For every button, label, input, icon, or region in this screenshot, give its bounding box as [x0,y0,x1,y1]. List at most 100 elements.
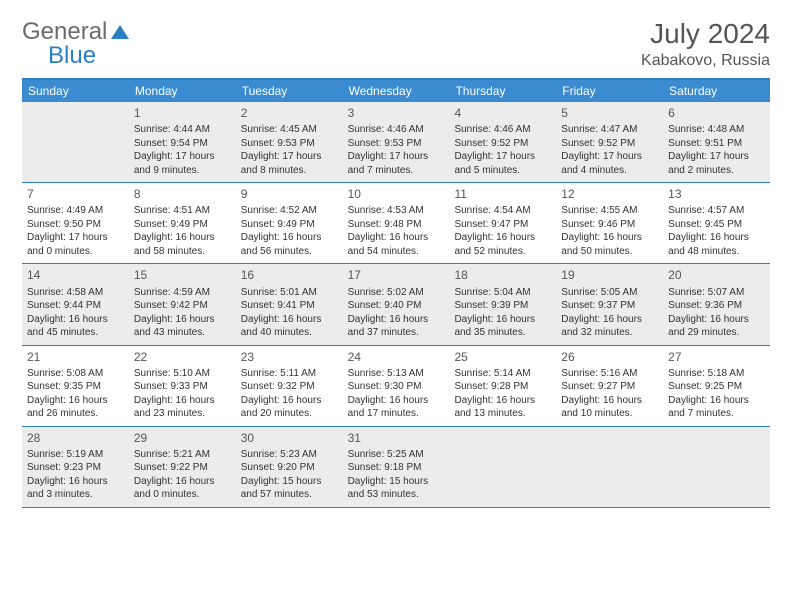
day-info-line: and 10 minutes. [561,407,658,421]
day-number: 10 [348,186,445,202]
day-info-line: Sunset: 9:18 PM [348,461,445,475]
day-info-line: Sunrise: 5:07 AM [668,286,765,300]
day-info-line: Sunset: 9:47 PM [454,218,551,232]
day-number: 27 [668,349,765,365]
day-info-line: Sunrise: 5:18 AM [668,367,765,381]
day-cell: 10Sunrise: 4:53 AMSunset: 9:48 PMDayligh… [343,183,450,263]
day-info-line: and 7 minutes. [668,407,765,421]
day-info-line: Daylight: 16 hours [348,313,445,327]
day-info-line: Sunrise: 5:16 AM [561,367,658,381]
day-info-line: Sunset: 9:48 PM [348,218,445,232]
day-info-line: Sunset: 9:40 PM [348,299,445,313]
day-info-line: Sunset: 9:49 PM [134,218,231,232]
day-info-line: Sunset: 9:49 PM [241,218,338,232]
day-number: 30 [241,430,338,446]
weekday-header-row: SundayMondayTuesdayWednesdayThursdayFrid… [22,80,770,102]
logo-text-blue: Blue [48,42,96,70]
day-info-line: and 40 minutes. [241,326,338,340]
day-info-line: Sunrise: 5:25 AM [348,448,445,462]
day-cell: 30Sunrise: 5:23 AMSunset: 9:20 PMDayligh… [236,427,343,507]
day-info-line: and 20 minutes. [241,407,338,421]
weekday-header: Wednesday [343,80,450,102]
day-cell: 21Sunrise: 5:08 AMSunset: 9:35 PMDayligh… [22,346,129,426]
day-info-line: Daylight: 17 hours [561,150,658,164]
day-info-line: Sunset: 9:42 PM [134,299,231,313]
day-number: 25 [454,349,551,365]
day-cell: 31Sunrise: 5:25 AMSunset: 9:18 PMDayligh… [343,427,450,507]
day-info-line: Sunrise: 4:46 AM [454,123,551,137]
day-info-line: Sunrise: 4:46 AM [348,123,445,137]
day-info-line: Sunset: 9:53 PM [348,137,445,151]
weekday-header: Friday [556,80,663,102]
day-info-line: Daylight: 16 hours [348,394,445,408]
day-info-line: Sunset: 9:53 PM [241,137,338,151]
day-number: 7 [27,186,124,202]
day-cell [663,427,770,507]
day-info-line: Daylight: 16 hours [27,475,124,489]
day-info-line: and 35 minutes. [454,326,551,340]
day-info-line: Sunset: 9:20 PM [241,461,338,475]
day-info-line: Sunrise: 5:21 AM [134,448,231,462]
day-info-line: Sunset: 9:52 PM [561,137,658,151]
day-cell: 5Sunrise: 4:47 AMSunset: 9:52 PMDaylight… [556,102,663,182]
day-number: 20 [668,267,765,283]
day-cell [449,427,556,507]
day-info-line: and 7 minutes. [348,164,445,178]
day-number: 4 [454,105,551,121]
day-info-line: Sunrise: 5:11 AM [241,367,338,381]
day-info-line: Sunrise: 4:49 AM [27,204,124,218]
day-info-line: Sunset: 9:54 PM [134,137,231,151]
day-number: 28 [27,430,124,446]
weeks-container: 1Sunrise: 4:44 AMSunset: 9:54 PMDaylight… [22,102,770,508]
day-info-line: and 17 minutes. [348,407,445,421]
day-info-line: Sunrise: 5:23 AM [241,448,338,462]
day-info-line: Sunrise: 5:01 AM [241,286,338,300]
day-info-line: Sunrise: 4:55 AM [561,204,658,218]
day-cell: 11Sunrise: 4:54 AMSunset: 9:47 PMDayligh… [449,183,556,263]
day-info-line: Daylight: 17 hours [668,150,765,164]
day-number: 2 [241,105,338,121]
day-info-line: Sunrise: 5:10 AM [134,367,231,381]
day-info-line: and 9 minutes. [134,164,231,178]
day-cell [22,102,129,182]
day-info-line: Daylight: 15 hours [348,475,445,489]
day-info-line: Sunset: 9:30 PM [348,380,445,394]
day-number: 17 [348,267,445,283]
day-info-line: and 48 minutes. [668,245,765,259]
day-info-line: Sunset: 9:45 PM [668,218,765,232]
day-info-line: Daylight: 16 hours [561,313,658,327]
weekday-header: Tuesday [236,80,343,102]
day-info-line: Sunrise: 5:04 AM [454,286,551,300]
day-cell: 8Sunrise: 4:51 AMSunset: 9:49 PMDaylight… [129,183,236,263]
day-cell: 25Sunrise: 5:14 AMSunset: 9:28 PMDayligh… [449,346,556,426]
day-info-line: Sunrise: 4:57 AM [668,204,765,218]
week-row: 21Sunrise: 5:08 AMSunset: 9:35 PMDayligh… [22,346,770,427]
day-info-line: Sunrise: 4:51 AM [134,204,231,218]
day-info-line: Daylight: 16 hours [454,394,551,408]
day-number: 13 [668,186,765,202]
day-info-line: and 32 minutes. [561,326,658,340]
day-info-line: Daylight: 16 hours [241,313,338,327]
location: Kabakovo, Russia [641,52,770,70]
day-cell: 26Sunrise: 5:16 AMSunset: 9:27 PMDayligh… [556,346,663,426]
day-info-line: and 5 minutes. [454,164,551,178]
day-number: 14 [27,267,124,283]
day-number: 11 [454,186,551,202]
day-number: 15 [134,267,231,283]
day-info-line: Daylight: 17 hours [27,231,124,245]
week-row: 14Sunrise: 4:58 AMSunset: 9:44 PMDayligh… [22,264,770,345]
day-info-line: and 4 minutes. [561,164,658,178]
day-info-line: Daylight: 16 hours [561,394,658,408]
day-info-line: Sunset: 9:28 PM [454,380,551,394]
day-number: 29 [134,430,231,446]
day-cell: 18Sunrise: 5:04 AMSunset: 9:39 PMDayligh… [449,264,556,344]
day-info-line: Sunrise: 4:45 AM [241,123,338,137]
day-info-line: Sunrise: 5:08 AM [27,367,124,381]
logo-triangle-icon [109,23,131,41]
day-cell: 23Sunrise: 5:11 AMSunset: 9:32 PMDayligh… [236,346,343,426]
day-info-line: Daylight: 17 hours [454,150,551,164]
day-info-line: Sunrise: 5:05 AM [561,286,658,300]
day-number: 5 [561,105,658,121]
day-number: 16 [241,267,338,283]
day-info-line: and 3 minutes. [27,488,124,502]
